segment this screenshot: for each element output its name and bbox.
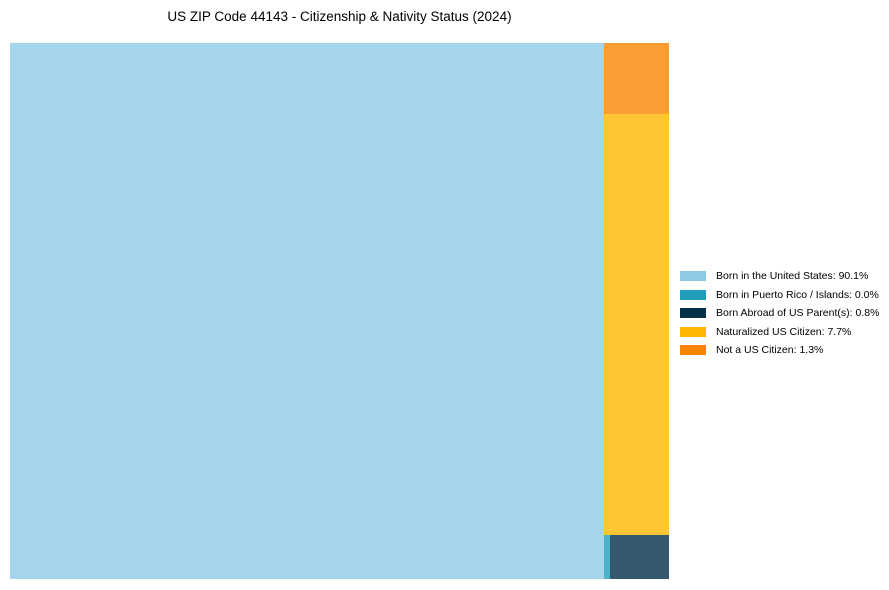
legend-item: Born Abroad of US Parent(s): 0.8% (680, 304, 879, 323)
legend-label: Born Abroad of US Parent(s): 0.8% (716, 307, 880, 320)
treemap-cell-born-abroad-of-us-parent-s (610, 535, 669, 579)
legend-swatch (680, 308, 706, 319)
legend-swatch (680, 289, 706, 300)
legend-swatch (680, 271, 706, 282)
legend-item: Born in Puerto Rico / Islands: 0.0% (680, 286, 879, 305)
treemap-cell-born-in-the-united-states (10, 43, 604, 579)
legend-label: Born in the United States: 90.1% (716, 270, 869, 283)
chart-title: US ZIP Code 44143 - Citizenship & Nativi… (167, 9, 512, 24)
legend-swatch (680, 345, 706, 356)
treemap-cell-not-a-us-citizen (604, 43, 669, 115)
legend-label: Naturalized US Citizen: 7.7% (716, 325, 852, 338)
treemap-cell-born-in-puerto-rico-islands (604, 535, 610, 579)
legend-label: Not a US Citizen: 1.3% (716, 344, 824, 357)
legend-item: Born in the United States: 90.1% (680, 267, 879, 286)
legend-item: Naturalized US Citizen: 7.7% (680, 323, 879, 342)
treemap-plot (10, 43, 669, 579)
legend-item: Not a US Citizen: 1.3% (680, 341, 879, 360)
treemap-cell-naturalized-us-citizen (604, 114, 669, 536)
legend: Born in the United States: 90.1% Born in … (680, 267, 879, 360)
legend-swatch (680, 326, 706, 337)
legend-label: Born in Puerto Rico / Islands: 0.0% (716, 288, 879, 301)
